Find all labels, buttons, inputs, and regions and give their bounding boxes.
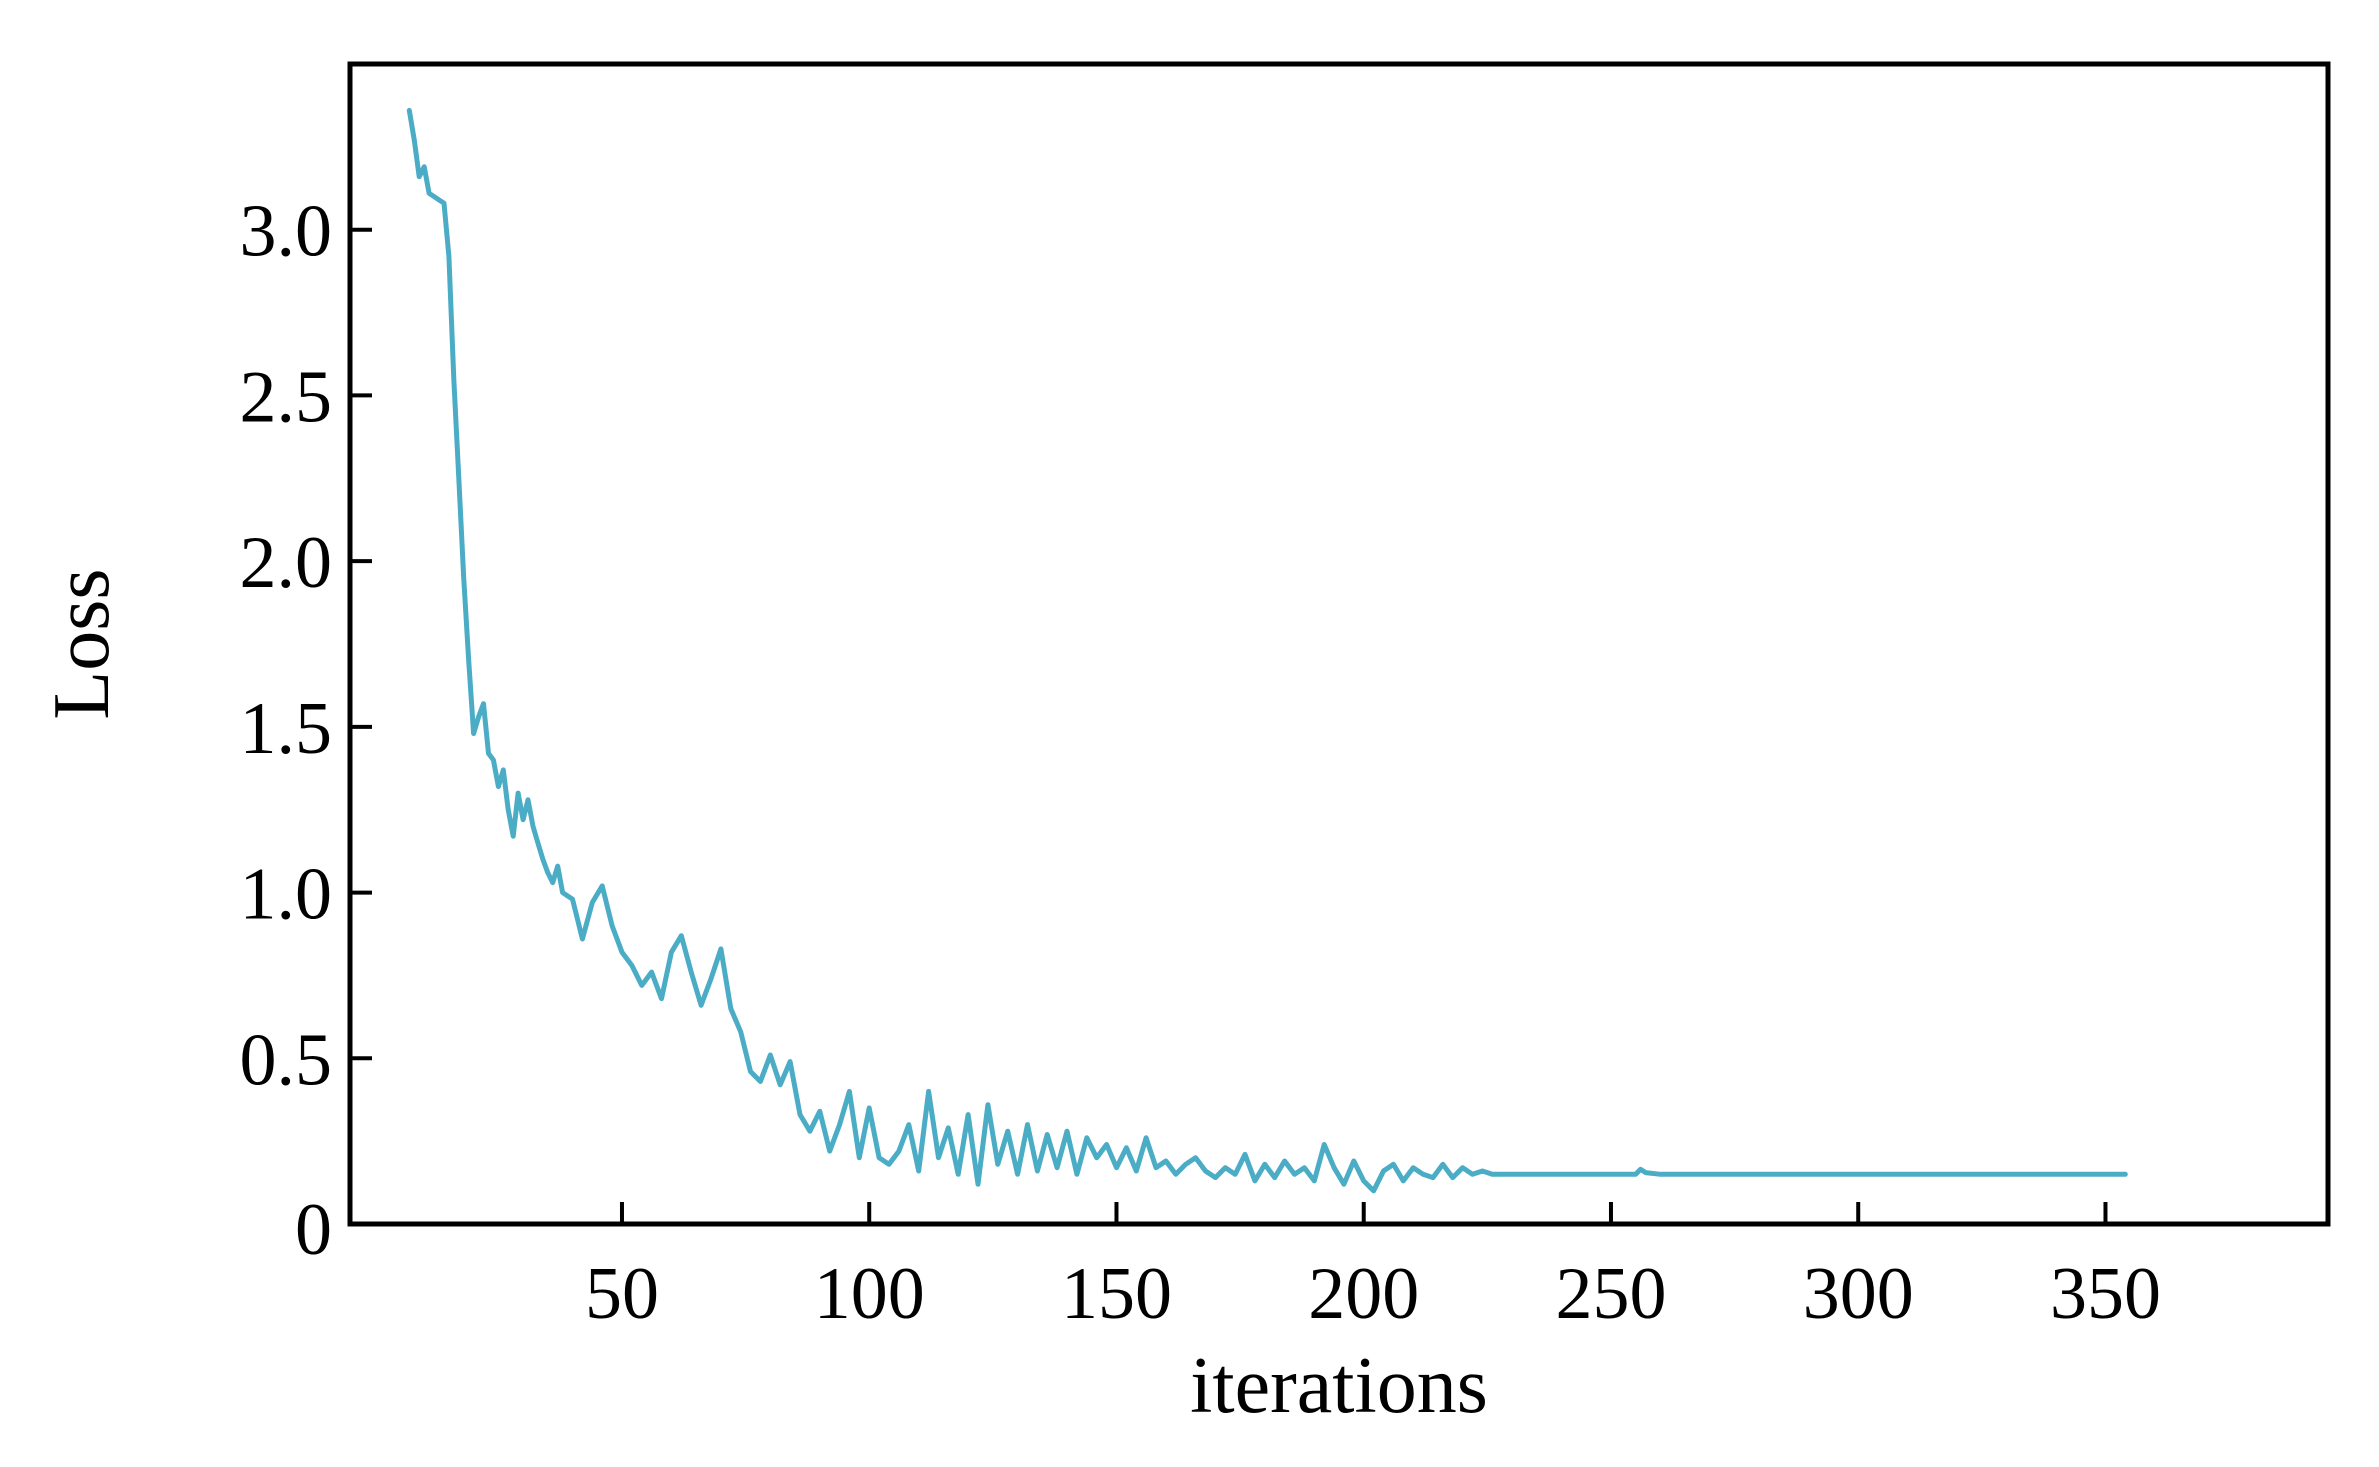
x-tick-label: 50 (585, 1253, 659, 1335)
x-tick-label: 200 (1308, 1253, 1419, 1335)
y-axis-title: Loss (38, 568, 126, 719)
loss-series-line (406, 107, 2128, 1194)
x-axis-title: iterations (1190, 1342, 1488, 1430)
x-tick-label: 150 (1061, 1253, 1172, 1335)
x-tick-label: 250 (1555, 1253, 1666, 1335)
series-layer (406, 107, 2128, 1194)
y-tick-label: 0 (295, 1189, 332, 1271)
y-tick-label: 0.5 (240, 1019, 333, 1101)
plot-frame (347, 61, 2331, 1227)
y-tick-label: 1.0 (240, 854, 333, 936)
x-tick-label: 300 (1803, 1253, 1914, 1335)
y-axis-ticks: 0 0.5 1.0 1.5 2.0 2.5 3.0 (240, 191, 372, 1271)
x-tick-label: 100 (814, 1253, 925, 1335)
x-axis-ticks: 50 100 150 200 250 300 350 (585, 1202, 2161, 1335)
y-tick-label: 3.0 (240, 191, 333, 273)
y-tick-label: 1.5 (240, 688, 333, 770)
x-tick-label: 350 (2050, 1253, 2161, 1335)
y-tick-label: 2.5 (240, 356, 333, 438)
y-tick-label: 2.0 (240, 522, 333, 604)
